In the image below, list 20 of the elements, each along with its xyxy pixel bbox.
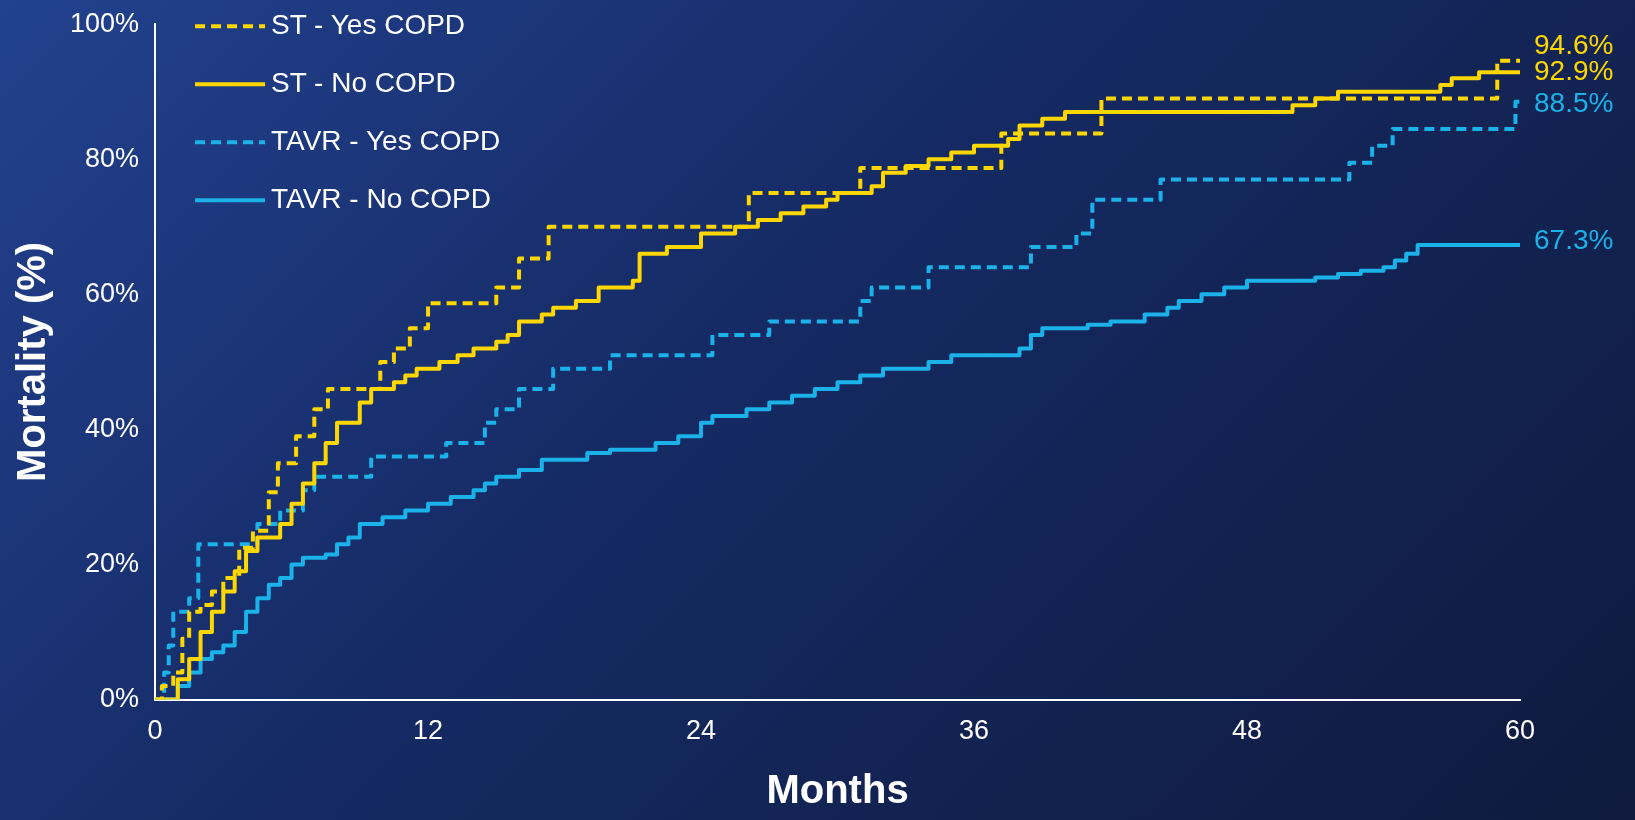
- y-tick-label: 60%: [85, 277, 140, 308]
- x-tick-label: 0: [147, 715, 163, 746]
- y-tick-label: 20%: [85, 547, 140, 578]
- x-tick-label: 12: [413, 715, 444, 746]
- text: 67.3%: [1534, 223, 1614, 255]
- legend-label: TAVR - No COPD: [271, 182, 491, 214]
- y-axis-title: Mortality (%): [9, 241, 54, 482]
- legend-label: ST - No COPD: [271, 66, 456, 98]
- text: 88.5%: [1534, 86, 1614, 118]
- x-tick-label: 60: [1504, 715, 1536, 746]
- y-tick-label: 0%: [100, 683, 140, 714]
- legend-label: ST - Yes COPD: [271, 8, 466, 40]
- x-tick-label: 24: [686, 715, 717, 746]
- x-axis-title: Months: [766, 767, 909, 812]
- legend-label: TAVR - Yes COPD: [271, 124, 501, 156]
- y-tick-label: 40%: [85, 412, 140, 443]
- x-tick-label: 36: [959, 715, 990, 746]
- y-tick-label: 80%: [85, 142, 140, 173]
- y-tick-label: 100%: [69, 7, 140, 38]
- x-tick-label: 48: [1231, 715, 1263, 746]
